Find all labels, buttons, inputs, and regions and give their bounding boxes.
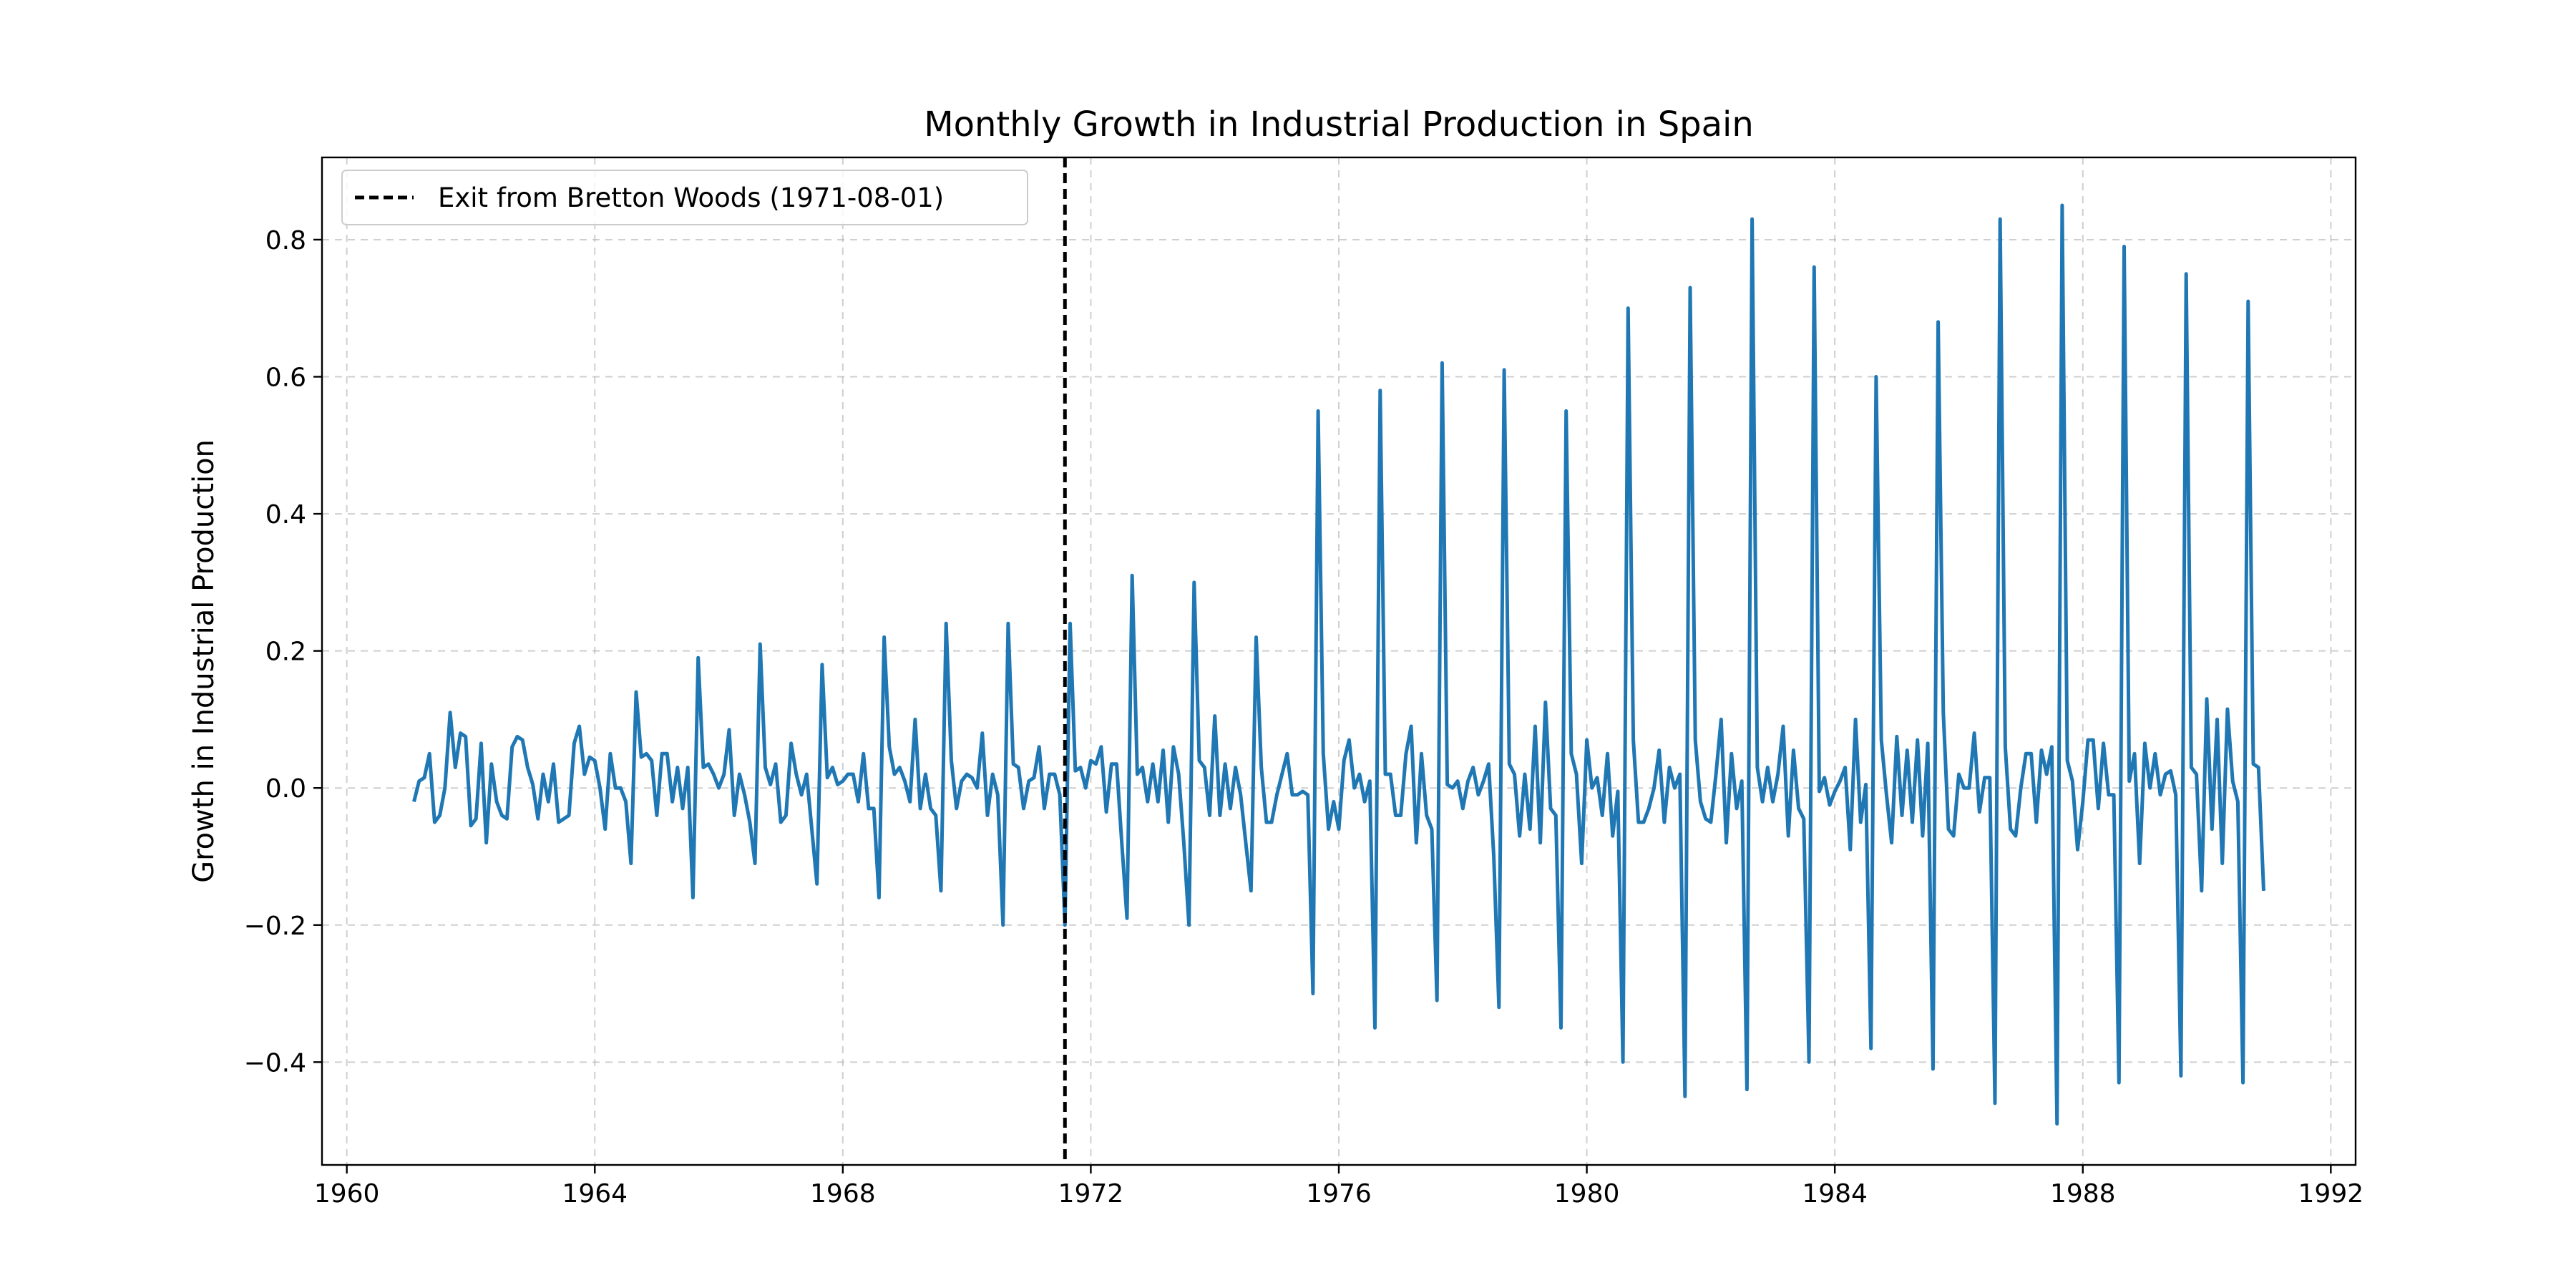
y-tick-label: 0.6 xyxy=(265,364,306,393)
y-axis: −0.4 −0.2 0.0 0.2 0.4 0.6 0.8 xyxy=(244,226,322,1078)
x-axis: 1960 1964 1968 1972 1976 1980 1984 1988 1992 xyxy=(314,1165,2363,1209)
y-tick-label: −0.2 xyxy=(244,912,306,941)
x-tick-label: 1988 xyxy=(2050,1179,2116,1209)
y-tick-label: 0.0 xyxy=(265,774,306,804)
x-tick-label: 1976 xyxy=(1306,1179,1372,1209)
x-tick-label: 1964 xyxy=(562,1179,628,1209)
growth-series-line xyxy=(412,203,2265,1126)
y-tick-label: 0.2 xyxy=(265,638,306,667)
x-tick-label: 1984 xyxy=(1802,1179,1868,1209)
x-tick-label: 1972 xyxy=(1058,1179,1124,1209)
x-tick-label: 1980 xyxy=(1554,1179,1620,1209)
y-tick-label: 0.4 xyxy=(265,500,306,530)
x-tick-label: 1960 xyxy=(314,1179,380,1209)
legend-entry-label: Exit from Bretton Woods (1971-08-01) xyxy=(438,182,944,213)
legend-box xyxy=(341,170,1028,225)
x-tick-label: 1968 xyxy=(810,1179,876,1209)
y-tick-label: −0.4 xyxy=(244,1048,306,1078)
legend: Exit from Bretton Woods (1971-08-01) xyxy=(341,170,1028,225)
y-axis-title: Growth in Industrial Production xyxy=(187,439,220,883)
y-tick-label: 0.8 xyxy=(265,226,306,255)
grid xyxy=(322,157,2356,1165)
x-tick-label: 1992 xyxy=(2298,1179,2364,1209)
series-layer xyxy=(412,203,2265,1126)
chart-title: Monthly Growth in Industrial Production … xyxy=(924,104,1754,145)
